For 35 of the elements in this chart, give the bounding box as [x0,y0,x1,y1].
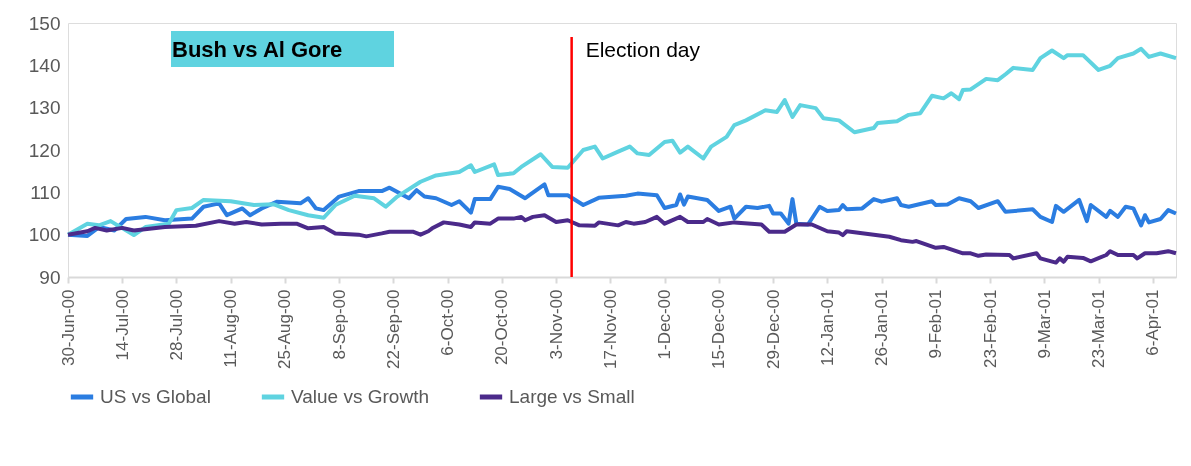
legend-label: Large vs Small [509,386,635,407]
x-tick-label: 11-Aug-00 [221,289,241,368]
x-tick-label: 26-Jan-01 [872,289,892,367]
y-tick-label: 110 [30,181,61,203]
legend-label: Value vs Growth [291,386,429,407]
x-tick-label: 17-Nov-00 [600,289,620,369]
y-tick-label: 120 [28,139,61,161]
x-tick-label: 22-Sep-00 [383,289,403,369]
x-tick-label: 23-Mar-01 [1089,289,1109,368]
legend-label: US vs Global [100,386,211,407]
x-tick-label: 29-Dec-00 [763,289,783,369]
text: Bush vs Al Gore [172,37,343,62]
x-tick-label: 15-Dec-00 [709,289,729,369]
x-tick-label: 9-Feb-01 [926,289,946,359]
x-tick-label: 8-Sep-00 [329,289,349,360]
x-tick-label: 9-Mar-01 [1034,289,1054,359]
y-tick-label: 140 [28,54,61,76]
x-tick-label: 25-Aug-00 [275,289,295,369]
x-tick-label: 23-Feb-01 [980,289,1000,368]
x-tick-label: 12-Jan-01 [817,289,837,367]
ref-line-label: Election day [585,38,701,61]
line-series [66,213,1178,265]
y-tick-label: 100 [28,224,61,246]
x-tick-label: 14-Jul-00 [112,289,132,361]
y-tick-label: 130 [28,97,61,119]
x-tick-label: 3-Nov-00 [546,289,566,360]
x-tick-label: 6-Oct-00 [438,289,458,356]
x-tick-label: 6-Apr-01 [1143,289,1163,356]
x-tick-label: 30-Jun-00 [58,289,78,367]
x-tick-label: 28-Jul-00 [166,289,186,361]
y-tick-label: 150 [28,12,61,34]
y-tick-label: 90 [39,266,61,288]
x-tick-label: 20-Oct-00 [492,289,512,366]
line-series [66,182,1178,238]
x-tick-label: 1-Dec-00 [655,289,675,360]
